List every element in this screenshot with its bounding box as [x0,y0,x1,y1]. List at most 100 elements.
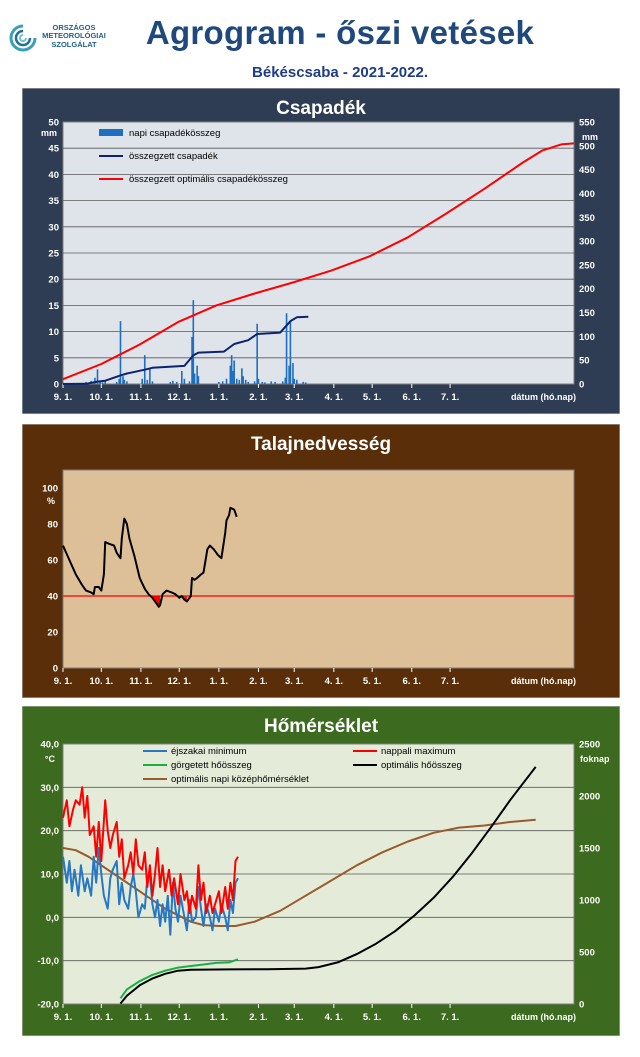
temperature-panel: Hőmérséklet -20,0 -10,0 0,0 10,0 20,0 30,0 40,0… [22,706,620,1036]
soil-y-tick-label: 60 [47,556,58,567]
daily-precip-bar [244,379,247,384]
legend-optimal-precip: összegzett optimális csapadékösszeg [129,174,288,185]
soil-moisture-panel: Talajnedvesség 0 20 40 60 80 100% 9. 1. 10. 1. 11… [22,424,620,698]
temp-right-y-tick-label: 0 [579,1000,584,1011]
daily-precip-bar [288,365,290,384]
daily-precip-bar [242,376,244,384]
legend-bar-swatch [99,129,123,136]
precip-left-y-tick-label: 40 [48,170,59,181]
temp-right-y-tick-label: 1000 [579,896,600,907]
daily-precip-bar [304,382,307,384]
optimal-heat-sum-line [119,766,537,1005]
page-subtitle: Békéscsaba - 2021-2022. [252,64,428,81]
legend-cumulative-precip: összegzett csapadék [129,151,218,162]
soil-x-tick-label: 5. 1. [363,676,382,687]
daily-precip-bar [229,365,232,384]
daily-precip-bar [233,360,235,384]
soil-x-tick-label: 11. 1. [129,676,152,687]
daily-precip-bar [285,313,288,384]
temp-left-y-tick-label: 20,0 [41,826,60,837]
soil-y-tick-label: 40 [47,592,58,603]
temp-right-y-tick-label: 2500 [579,740,600,751]
precip-x-axis-label: dátum (hó.nap) [511,392,576,402]
daily-precip-bar [104,380,106,384]
daily-precip-bar [253,381,256,384]
daily-precip-bar [96,369,99,384]
daily-precip-bar [225,378,228,384]
precip-left-unit: mm [41,128,57,138]
precip-x-tick-label: 2. 1. [249,392,268,403]
precip-right-y-tick-label: 0 [579,380,584,391]
optimal-mean-temp-line [62,818,536,927]
precip-x-tick-label: 3. 1. [285,392,304,403]
precip-x-tick-label: 5. 1. [363,392,382,403]
precip-left-y-tick-label: 30 [48,222,59,233]
daily-precip-bar [293,378,296,384]
temp-left-unit: °C [45,754,56,764]
temp-x-tick-label: 11. 1. [129,1012,152,1023]
precip-left-y-tick-label: 10 [48,327,59,338]
daily-precip-bar [257,378,260,384]
daily-precip-bar [99,381,101,384]
daily-precip-bar [146,379,149,384]
precip-right-y-tick-label: 450 [579,165,595,176]
temp-x-tick-label: 12. 1. [167,1012,191,1023]
precip-right-y-tick-label: 150 [579,308,595,319]
soil-x-tick-label: 7. 1. [441,676,460,687]
precip-x-tick-label: 7. 1. [441,392,460,403]
daily-precip-bar [172,380,174,384]
temp-x-tick-label: 9. 1. [54,1012,73,1023]
header: ORSZÁGOS METEOROLÓGIAI SZOLGÁLAT Agrogra… [0,0,640,88]
precipitation-chart: Csapadék05101520253035404550050100150200… [22,88,620,414]
legend-rolling-heat: görgetett hőösszeg [171,760,252,771]
temp-title: Hőmérséklet [264,716,379,737]
precip-x-tick-label: 10. 1. [89,392,113,403]
daily-precip-bar [264,382,266,384]
daily-precip-bar [238,379,241,384]
daily-precip-bar [247,381,250,384]
daily-precip-bar [126,381,128,384]
precip-left-y-tick-label: 35 [48,196,59,207]
daily-precip-bar [115,381,118,384]
daily-precip-bar [196,365,198,384]
temp-x-tick-label: 1. 1. [210,1012,229,1023]
daily-precip-bar [218,381,220,384]
precip-left-y-tick-label: 20 [48,275,59,286]
temp-x-tick-label: 7. 1. [441,1012,460,1023]
soil-y-unit: % [47,496,55,506]
precip-right-y-tick-label: 200 [579,284,595,295]
daily-precip-bar [302,381,304,384]
soil-x-tick-label: 6. 1. [403,676,422,687]
daily-precip-bar [101,382,104,384]
precip-right-y-tick-label: 350 [579,213,595,224]
precip-right-y-tick-label: 50 [579,356,590,367]
precip-x-tick-label: 6. 1. [403,392,422,403]
daily-precip-bar [151,381,154,384]
precip-left-y-tick-label: 5 [54,353,60,364]
below-threshold-area [152,596,161,607]
daily-precip-bar [274,381,276,384]
daily-precip-bar [235,378,238,384]
logo-line-3: SZOLGÁLAT [51,39,97,49]
page-title: Agrogram - őszi vetések [145,14,535,51]
daily-precip-bar [256,323,258,384]
daily-precip-bar [122,376,124,384]
soil-x-tick-label: 12. 1. [167,676,191,687]
daily-precip-bar [94,377,96,384]
daily-precip-bar [232,370,234,384]
daily-precip-bar [241,368,243,384]
temp-right-y-tick-label: 1500 [579,844,600,855]
daily-precip-bar [123,379,126,384]
legend-optimal-heat: optimális hőösszeg [381,760,462,771]
daily-precip-bar [193,373,196,384]
soil-y-tick-label: 20 [47,628,58,639]
precip-right-y-tick-label: 500 [579,141,595,152]
precip-left-y-tick-label: 50 [48,118,59,129]
temp-left-y-tick-label: -10,0 [37,956,59,967]
precip-right-y-tick-label: 300 [579,237,595,248]
temp-left-y-tick-label: 10,0 [41,870,60,881]
daily-precip-bar [292,363,294,384]
rolling-heat-sum-line [119,958,239,999]
soil-x-tick-label: 1. 1. [210,676,229,687]
daily-precip-bar [149,368,151,384]
